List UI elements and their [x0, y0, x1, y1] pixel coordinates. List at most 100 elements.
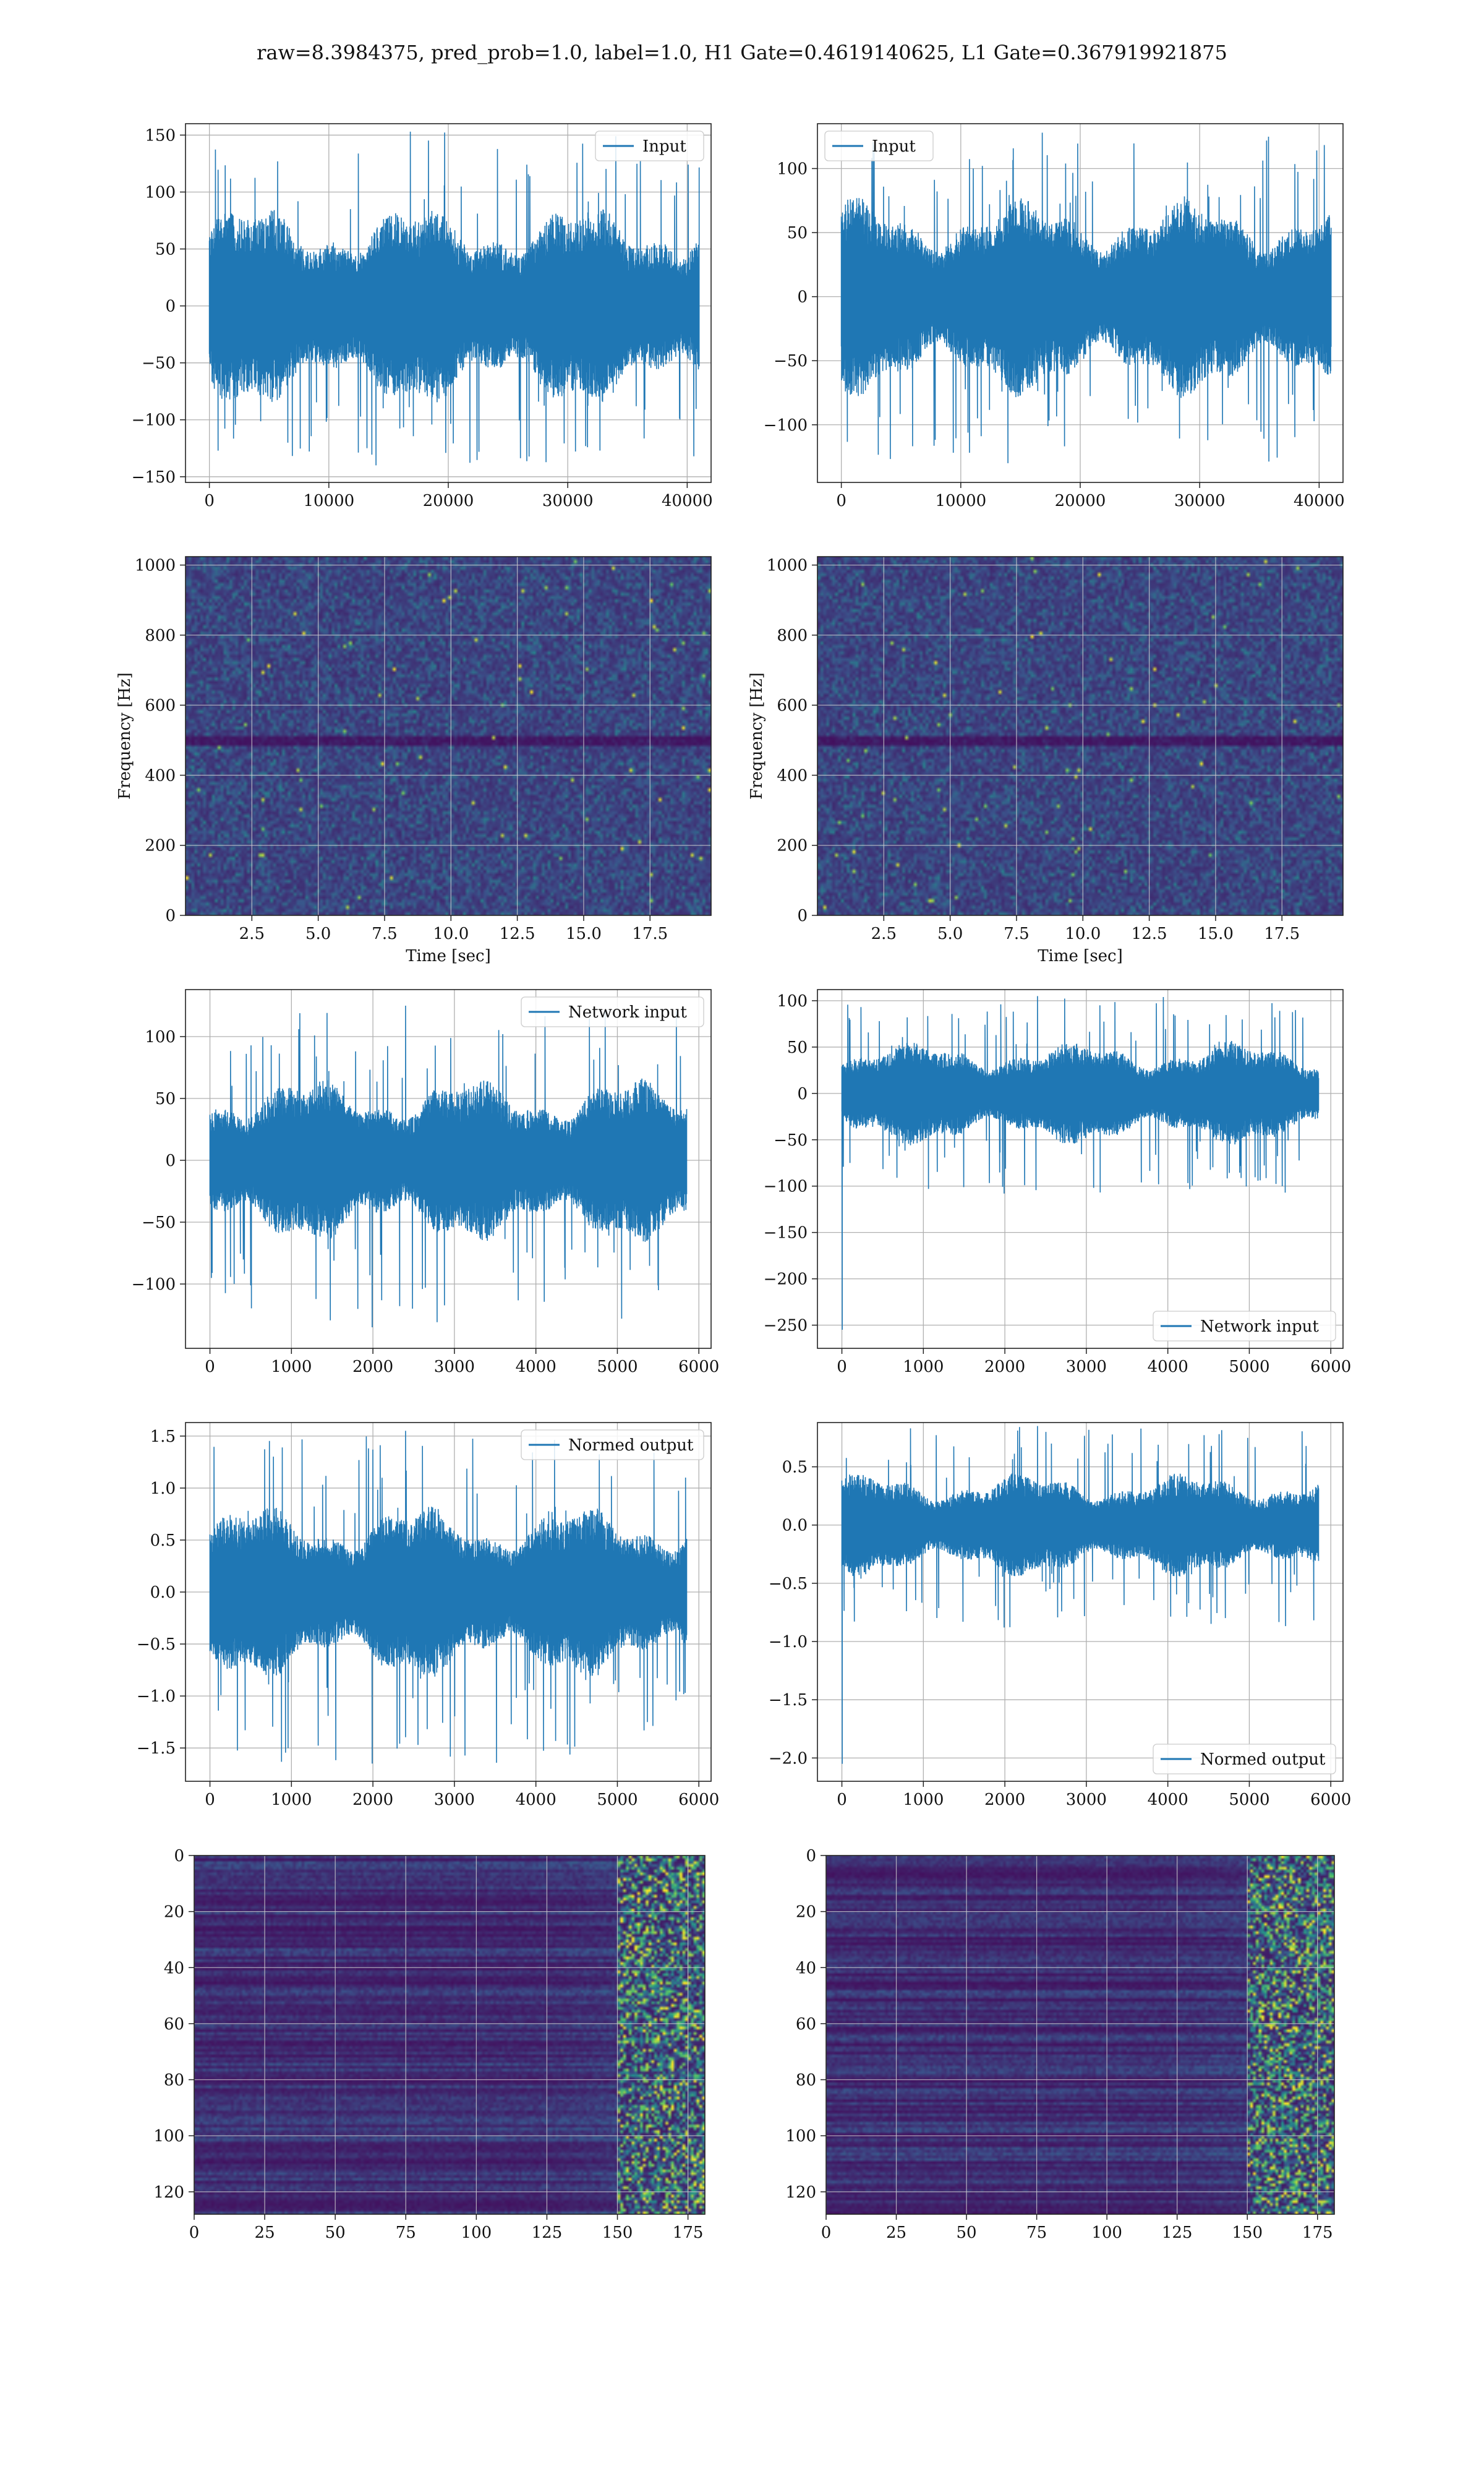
y-tick-label: −2.0 [769, 1749, 808, 1768]
y-tick-label: −50 [142, 1213, 176, 1232]
x-tick-label: 2000 [352, 1791, 393, 1809]
x-tick-label: 6000 [678, 1358, 719, 1376]
series-line [841, 1426, 1320, 1764]
y-tick-label: −100 [764, 1178, 808, 1196]
x-tick-label: 40000 [662, 492, 713, 510]
y-tick-label: 800 [145, 627, 176, 645]
chart-spectrogram-left: 2.5 5.0 7.5 10.0 12.5 15.0 17.5 0 200 400 600 800 10… [116, 556, 712, 965]
y-tick-label: 0 [806, 1847, 816, 1865]
y-tick-label: −0.5 [137, 1635, 176, 1654]
legend: Input [824, 131, 934, 161]
y-tick-label: 0 [797, 907, 808, 925]
x-tick-label: 25 [886, 2224, 906, 2242]
x-tick-label: 3000 [434, 1358, 475, 1376]
y-tick-label: 60 [164, 2015, 184, 2034]
axes-frame [825, 1855, 1335, 2215]
x-tick-label: 175 [1302, 2224, 1333, 2242]
y-tick-label: 50 [155, 241, 176, 259]
x-tick-label: 2000 [352, 1358, 393, 1376]
x-axis-label: Time [sec] [1038, 947, 1123, 965]
y-tick-label: 0 [165, 907, 176, 925]
x-tick-label: 125 [532, 2224, 563, 2242]
x-tick-label: 12.5 [500, 925, 535, 943]
x-tick-label: 15.0 [1198, 925, 1234, 943]
y-tick-label: 80 [796, 2071, 816, 2090]
axes-frame [817, 123, 1344, 483]
series-line [209, 1431, 688, 1764]
chart-spectrogram-right: 2.5 5.0 7.5 10.0 12.5 15.0 17.5 0 200 400 600 800 10… [748, 556, 1344, 965]
x-tick-label: 5.0 [937, 925, 963, 943]
y-tick-label: −100 [764, 416, 808, 435]
x-tick-label: 0 [189, 2224, 200, 2242]
axes-frame [185, 556, 712, 916]
series-line [840, 132, 1332, 463]
legend-label: Network input [568, 1003, 687, 1022]
y-tick-label: 40 [796, 1959, 816, 1977]
x-tick-label: 0 [204, 492, 215, 510]
y-axis-label: Frequency [Hz] [748, 672, 766, 800]
chart-network-input-left: 0 1000 2000 3000 4000 5000 6000 −100 −50 0 50 100 Ne… [132, 989, 719, 1376]
y-tick-label: 200 [777, 837, 808, 855]
x-tick-label: 4000 [1148, 1791, 1188, 1809]
y-tick-label: 0.5 [150, 1531, 176, 1550]
y-tick-label: 600 [145, 696, 176, 715]
y-tick-label: 20 [796, 1903, 816, 1922]
x-tick-label: 75 [396, 2224, 416, 2242]
legend: Network input [521, 996, 704, 1027]
grid [817, 990, 1343, 1348]
x-tick-label: 5.0 [305, 925, 331, 943]
x-tick-label: 12.5 [1132, 925, 1167, 943]
x-tick-label: 15.0 [566, 925, 602, 943]
x-tick-label: 3000 [1066, 1791, 1107, 1809]
y-tick-label: 0 [165, 1152, 176, 1170]
x-tick-label: 30000 [1174, 492, 1226, 510]
grid [825, 1855, 1334, 2214]
x-tick-label: 6000 [1310, 1358, 1351, 1376]
y-tick-label: 120 [785, 2183, 816, 2202]
x-tick-label: 1000 [271, 1791, 312, 1809]
y-tick-label: 100 [785, 2127, 816, 2146]
x-tick-label: 20000 [1055, 492, 1106, 510]
y-tick-label: 100 [145, 183, 176, 202]
x-tick-label: 0 [836, 492, 846, 510]
x-tick-label: 1000 [903, 1358, 944, 1376]
x-tick-label: 10.0 [1065, 925, 1101, 943]
x-tick-label: 10.0 [433, 925, 469, 943]
legend-label: Normed output [568, 1436, 694, 1455]
x-tick-label: 25 [255, 2224, 275, 2242]
y-tick-label: −50 [142, 354, 176, 373]
x-axis-label: Time [sec] [406, 947, 491, 965]
y-tick-label: 100 [777, 992, 808, 1011]
y-tick-label: −200 [764, 1270, 808, 1289]
x-tick-label: 4000 [516, 1358, 556, 1376]
x-tick-label: 125 [1162, 2224, 1193, 2242]
y-tick-label: 800 [777, 627, 808, 645]
legend-box [824, 131, 934, 161]
y-tick-label: 0 [797, 288, 808, 307]
y-tick-label: 0.0 [150, 1583, 176, 1602]
x-tick-label: 2000 [984, 1791, 1025, 1809]
y-tick-label: 0 [165, 297, 176, 316]
x-tick-label: 0 [205, 1358, 215, 1376]
y-tick-label: −0.5 [769, 1575, 808, 1593]
x-tick-label: 0 [821, 2224, 832, 2242]
chart-feature-map-left: 0 25 50 75 100 125 150 175 0 20 40 60 80 100 120 [153, 1847, 706, 2242]
y-tick-label: 150 [145, 126, 176, 145]
y-tick-label: 120 [153, 2183, 184, 2202]
y-tick-label: −100 [132, 1275, 176, 1294]
y-tick-label: −50 [774, 1131, 808, 1150]
feature-map-image [826, 1856, 1334, 2214]
legend-label: Normed output [1200, 1750, 1326, 1769]
x-tick-label: 50 [325, 2224, 346, 2242]
legend-box [521, 996, 704, 1027]
y-tick-label: −50 [774, 352, 808, 370]
spectrogram-image [817, 557, 1343, 915]
y-tick-label: −100 [132, 411, 176, 430]
legend: Normed output [1153, 1744, 1336, 1774]
x-tick-label: 10000 [303, 492, 354, 510]
figure-title: raw=8.3984375, pred_prob=1.0, label=1.0,… [257, 41, 1227, 64]
axes-frame [817, 556, 1344, 916]
series-line [841, 996, 1320, 1330]
y-tick-label: 100 [145, 1028, 176, 1047]
